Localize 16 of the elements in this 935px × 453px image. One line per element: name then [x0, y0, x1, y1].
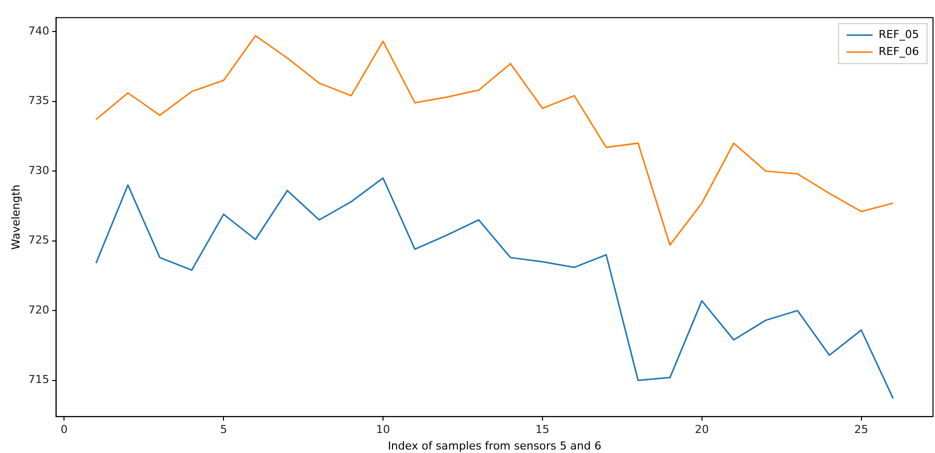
x-tick-label: 10 — [376, 423, 390, 436]
x-tick-label: 5 — [220, 423, 228, 436]
y-tick-label: 725 — [28, 234, 50, 247]
y-tick-label: 740 — [28, 24, 50, 38]
y-tick-label: 715 — [28, 373, 50, 386]
y-tick-label: 730 — [28, 164, 50, 177]
x-tick-label: 15 — [535, 423, 550, 436]
y-tick-label: 720 — [28, 303, 50, 316]
y-tick-label: 735 — [28, 94, 50, 108]
y-axis-title: Wavelength — [9, 184, 22, 250]
x-tick-label: 20 — [694, 423, 709, 436]
x-axis-title: Index of samples from sensors 5 and 6 — [388, 439, 602, 452]
x-tick-label: 25 — [854, 423, 868, 436]
x-tick-label: 0 — [60, 423, 68, 436]
legend-label: REF_06 — [878, 44, 920, 58]
legend-label: REF_05 — [878, 28, 920, 41]
